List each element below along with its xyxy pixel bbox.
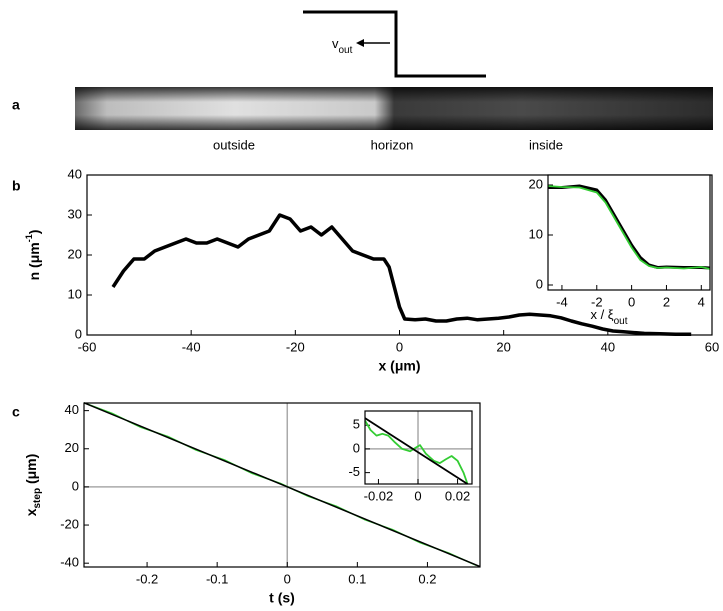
image-shading (75, 87, 713, 130)
label-superscript: -1 (24, 234, 34, 242)
y-tick-label: -20 (60, 516, 79, 531)
x-tick-label: -0.2 (136, 571, 158, 586)
y-tick-label: 0 (353, 440, 360, 455)
x-tick-label: -40 (182, 339, 201, 354)
region-label: horizon (371, 137, 414, 152)
y-tick-label: 0 (72, 478, 79, 493)
label-text: ) (26, 230, 42, 235)
x-tick-label: 20 (496, 339, 510, 354)
x-tick-label: 2 (663, 294, 670, 309)
x-tick-label: -60 (78, 339, 97, 354)
velocity-label: vout (332, 36, 353, 55)
x-tick-label: -0.02 (364, 488, 394, 503)
x-tick-label: 0 (628, 294, 635, 309)
label-text: n (μm (26, 242, 42, 280)
y-tick-label: 0 (536, 276, 543, 291)
axis-label: t (s) (269, 590, 295, 606)
y-tick-label: 40 (68, 166, 82, 181)
x-tick-label: 0.2 (418, 571, 436, 586)
plot-area (548, 175, 710, 290)
x-tick-label: 0.1 (348, 571, 366, 586)
x-tick-label: -4 (556, 294, 568, 309)
x-tick-label: 40 (601, 339, 615, 354)
label-subscript: step (32, 488, 43, 509)
panel-label: c (12, 404, 20, 420)
x-tick-label: 4 (698, 294, 705, 309)
arrow-head (356, 39, 364, 47)
figure: vout a outside horizon inside -60-40-200… (0, 0, 723, 611)
step-profile (303, 12, 486, 76)
y-tick-label: 20 (65, 440, 79, 455)
y-tick-label: 5 (353, 417, 360, 432)
y-tick-label: 0 (75, 326, 82, 341)
axis-label: x (μm) (378, 358, 420, 374)
x-tick-label: 0 (396, 339, 403, 354)
panel-a: vout a outside horizon inside (12, 12, 713, 152)
x-tick-label: 0 (414, 488, 421, 503)
y-tick-label: 30 (68, 206, 82, 221)
x-tick-label: -0.1 (206, 571, 228, 586)
region-label: outside (213, 137, 255, 152)
y-tick-label: -40 (60, 555, 79, 570)
panel-label: b (12, 178, 21, 194)
label-text: x / ξ (590, 307, 613, 322)
axis-label: n (μm-1) (24, 230, 41, 281)
y-tick-label: 20 (68, 246, 82, 261)
axis-label: xstep (μm) (23, 454, 43, 517)
x-tick-label: 0.02 (445, 488, 470, 503)
y-tick-label: 40 (65, 402, 79, 417)
velocity-subscript: out (339, 45, 353, 56)
x-tick-label: 60 (705, 339, 719, 354)
y-tick-label: 20 (529, 176, 543, 191)
y-tick-label: 10 (529, 226, 543, 241)
label-text: x (23, 508, 39, 516)
label-text: (μm) (23, 454, 39, 488)
y-tick-label: -5 (348, 464, 360, 479)
panel-label: a (12, 97, 20, 113)
x-tick-label: -20 (286, 339, 305, 354)
label-subscript: out (614, 316, 628, 327)
y-tick-label: 10 (68, 286, 82, 301)
x-tick-label: 0 (284, 571, 291, 586)
region-label: inside (529, 137, 563, 152)
